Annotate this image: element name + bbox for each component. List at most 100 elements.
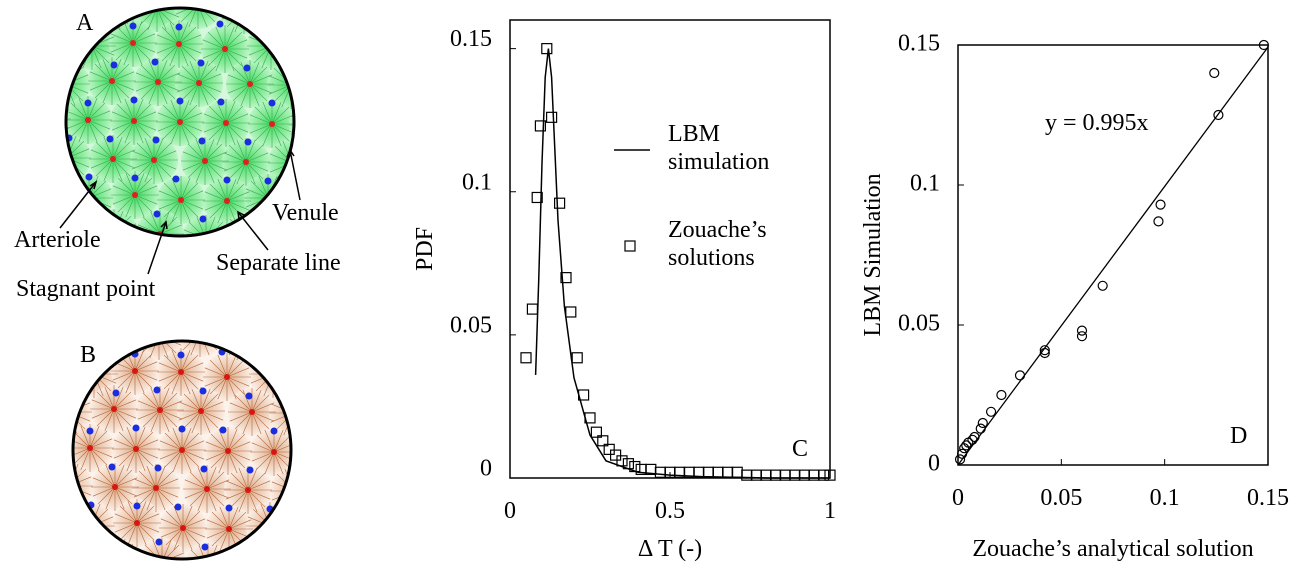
streamline	[271, 237, 293, 246]
streamline	[226, 200, 237, 224]
streamline	[117, 177, 136, 196]
stagnant-point	[153, 386, 161, 394]
streamline	[136, 522, 160, 533]
streamline	[111, 120, 135, 131]
streamline	[226, 376, 250, 387]
perfusion-zone	[66, 21, 70, 69]
arteriole	[198, 408, 204, 414]
stagnant-point	[334, 469, 341, 476]
streamline	[316, 327, 338, 336]
streamline	[66, 196, 71, 207]
streamline	[111, 111, 135, 122]
streamline	[293, 237, 315, 246]
stagnant-point	[129, 22, 137, 30]
streamline	[48, 356, 65, 373]
streamline	[330, 392, 339, 414]
streamline	[46, 23, 55, 45]
streamline	[293, 404, 315, 413]
point	[1153, 216, 1164, 227]
streamline	[176, 82, 200, 93]
streamline	[292, 375, 314, 384]
annotation: Venule	[272, 200, 339, 226]
streamline	[189, 82, 200, 106]
stagnant-point	[178, 425, 186, 433]
streamline	[66, 148, 68, 159]
streamline	[322, 414, 339, 431]
streamline	[296, 108, 313, 125]
streamline	[225, 122, 249, 133]
streamline	[211, 511, 230, 530]
streamline	[225, 480, 249, 491]
perfusion-zone	[316, 464, 364, 512]
stagnant-point	[201, 543, 209, 551]
streamline	[87, 97, 98, 121]
point	[616, 455, 628, 467]
point	[541, 43, 553, 55]
streamline	[113, 232, 124, 236]
streamline	[135, 439, 159, 450]
streamline	[113, 399, 137, 410]
streamline	[206, 239, 228, 248]
streamline	[136, 505, 155, 524]
streamline	[291, 145, 294, 164]
streamline	[160, 527, 184, 538]
streamline	[66, 44, 69, 55]
streamline	[48, 180, 65, 197]
streamline	[216, 122, 227, 146]
streamline	[132, 42, 151, 61]
arteriole	[290, 234, 294, 236]
arteriole	[335, 157, 341, 163]
streamline	[314, 375, 331, 392]
streamline	[161, 43, 180, 62]
streamline	[336, 0, 353, 8]
streamline	[180, 199, 204, 210]
streamline	[251, 411, 270, 430]
streamline	[114, 513, 138, 524]
streamline	[160, 518, 184, 529]
streamline	[48, 555, 70, 564]
streamline	[272, 356, 291, 375]
streamline	[337, 64, 346, 86]
streamline	[277, 547, 291, 559]
streamline	[206, 488, 225, 507]
streamline	[207, 557, 231, 559]
streamline	[116, 561, 138, 566]
arteriole	[153, 485, 159, 491]
streamline	[245, 161, 256, 185]
stagnant-point	[332, 141, 339, 148]
perfusion-zone	[290, 351, 291, 399]
streamline	[172, 449, 183, 473]
legend-label: LBM simulation	[668, 121, 770, 175]
streamline	[207, 31, 226, 50]
streamline	[320, 86, 337, 103]
streamline	[37, 23, 46, 45]
stagnant-point	[335, 543, 342, 550]
stagnant-point	[175, 23, 183, 31]
streamline	[113, 386, 124, 410]
arteriole	[134, 520, 140, 526]
streamline	[270, 45, 294, 56]
streamline	[299, 527, 316, 544]
streamline	[189, 471, 208, 490]
streamline	[295, 556, 317, 565]
streamline	[238, 489, 249, 513]
streamline	[134, 370, 158, 381]
streamline	[153, 159, 164, 183]
streamline	[242, 389, 253, 413]
streamline	[223, 152, 247, 163]
streamline	[219, 528, 230, 552]
streamline	[148, 59, 159, 83]
streamline	[225, 489, 249, 500]
streamline	[221, 8, 245, 11]
streamline	[229, 411, 253, 422]
streamline	[104, 386, 115, 410]
streamline	[66, 140, 68, 159]
streamline	[39, 373, 48, 395]
streamline	[118, 431, 137, 450]
streamline	[211, 528, 230, 547]
streamline	[254, 123, 273, 142]
streamline	[182, 527, 193, 551]
streamline	[336, 0, 345, 8]
stagnant-point	[313, 507, 320, 514]
streamline	[89, 447, 100, 471]
